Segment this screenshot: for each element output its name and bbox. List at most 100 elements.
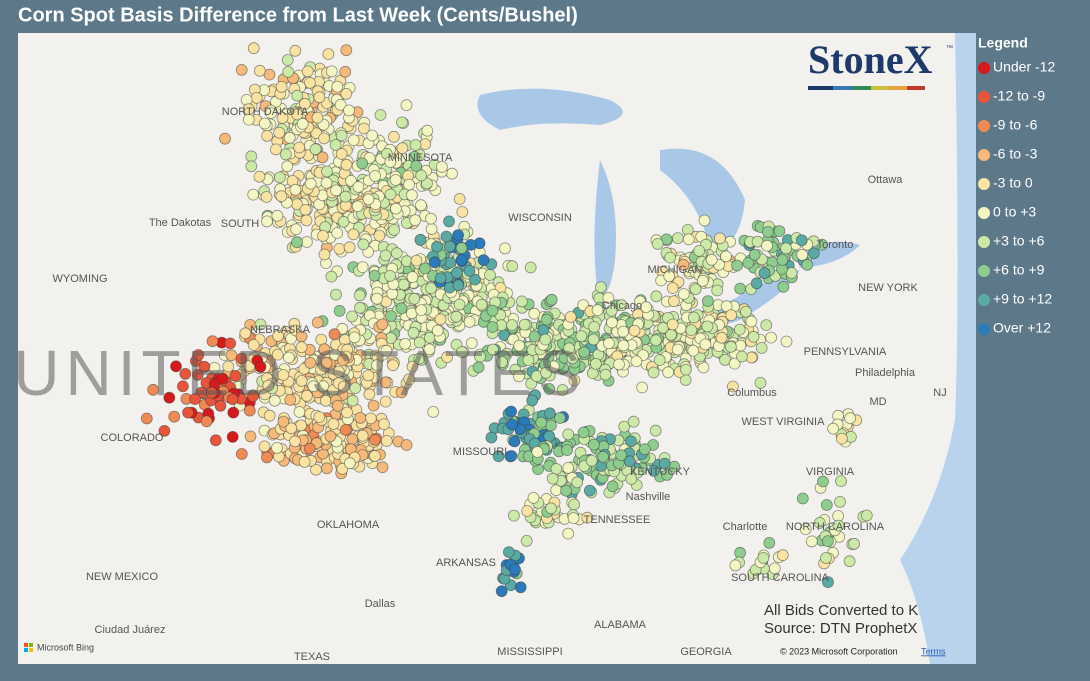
place-label: COLORADO	[101, 432, 164, 444]
place-label: WISCONSIN	[508, 212, 572, 224]
bid-dot	[407, 326, 420, 339]
bid-dot	[486, 321, 499, 333]
bid-dot	[599, 368, 612, 381]
bid-dot	[577, 426, 590, 439]
bid-dot	[313, 91, 326, 104]
bid-dot	[425, 223, 438, 235]
bid-dot	[434, 272, 447, 285]
bid-dot	[331, 227, 344, 239]
bid-dot	[720, 250, 732, 263]
bid-dot	[595, 281, 607, 294]
bid-dot	[742, 257, 755, 269]
bid-dot	[311, 111, 324, 124]
bid-dot	[380, 344, 393, 357]
place-label: Charlotte	[723, 521, 768, 533]
bid-dot	[702, 295, 714, 308]
bid-dot	[520, 535, 533, 547]
bid-dot	[860, 509, 873, 522]
bid-dot	[235, 64, 248, 76]
bid-dot	[734, 282, 747, 295]
bid-dot	[282, 66, 295, 78]
bid-dot	[472, 361, 485, 374]
bid-dot	[822, 576, 834, 588]
bid-dot	[205, 386, 218, 399]
bid-dot	[509, 563, 521, 576]
bid-dot	[384, 156, 397, 168]
bid-dot	[836, 432, 848, 445]
bid-dot	[615, 449, 627, 462]
bid-dot	[578, 346, 590, 359]
bid-dot	[505, 450, 518, 462]
bid-dot	[271, 348, 284, 361]
legend-label: -9 to -6	[993, 117, 1038, 133]
bid-dot	[413, 352, 426, 365]
bid-dot	[262, 379, 275, 392]
bid-dot	[630, 355, 643, 368]
bid-dot	[427, 405, 440, 418]
bid-dot	[486, 304, 499, 317]
bid-dot	[397, 278, 410, 291]
legend-title: Legend	[978, 35, 1028, 51]
bid-dot	[307, 380, 320, 393]
bid-dot	[415, 304, 428, 317]
logo: StoneX	[808, 37, 933, 82]
bid-dot	[328, 328, 341, 341]
bid-dot	[261, 129, 274, 142]
bid-dot	[649, 424, 662, 437]
bid-dot	[428, 256, 441, 269]
bid-dot	[410, 254, 423, 267]
lake-huron	[660, 148, 745, 250]
bid-dot	[318, 132, 331, 145]
bid-dot	[362, 193, 375, 206]
lake-superior	[477, 88, 623, 130]
bid-dot	[423, 343, 436, 356]
bid-dot	[651, 237, 664, 250]
bid-dot	[357, 238, 370, 251]
bid-dot	[813, 517, 826, 529]
bid-dot	[748, 248, 761, 261]
bid-dot	[665, 328, 677, 341]
bid-dot	[591, 304, 604, 317]
bid-dot	[406, 360, 419, 373]
bid-dot	[475, 298, 488, 311]
legend-label: -3 to 0	[993, 175, 1033, 191]
bid-dot	[455, 254, 468, 267]
terms-link[interactable]: Terms	[921, 646, 946, 656]
bid-dot	[666, 318, 679, 331]
bid-dot	[666, 282, 679, 295]
bid-dot	[400, 439, 413, 451]
bid-dot	[368, 269, 381, 282]
bid-dot	[431, 240, 443, 253]
bid-dot	[182, 406, 195, 419]
bid-dot	[414, 233, 427, 246]
bid-dot	[668, 295, 680, 308]
bid-dot	[567, 512, 580, 524]
bid-dot	[734, 546, 746, 559]
bing-logo	[24, 643, 28, 647]
bid-dot	[740, 305, 752, 318]
bid-dot	[192, 349, 205, 361]
bid-dot	[513, 370, 525, 383]
bid-dot	[450, 310, 463, 323]
bid-dot	[354, 411, 367, 424]
bid-dot	[339, 190, 352, 203]
bid-dot	[371, 359, 383, 372]
bid-dot	[453, 298, 466, 311]
bid-dot	[376, 318, 389, 331]
bid-dot	[291, 236, 303, 249]
bid-dot	[546, 472, 559, 485]
bid-dot	[463, 315, 476, 328]
bid-dot	[613, 358, 625, 371]
bid-dot	[518, 318, 531, 331]
bid-dot	[170, 360, 182, 373]
bid-dot	[247, 188, 260, 201]
bid-dot	[285, 422, 298, 435]
bid-dot	[780, 335, 793, 348]
bid-dot	[636, 381, 648, 394]
bid-dot	[545, 502, 557, 515]
bid-dot	[395, 386, 408, 399]
bid-dot	[425, 282, 438, 295]
place-label: Columbus	[727, 387, 777, 399]
bid-dot	[247, 339, 260, 351]
